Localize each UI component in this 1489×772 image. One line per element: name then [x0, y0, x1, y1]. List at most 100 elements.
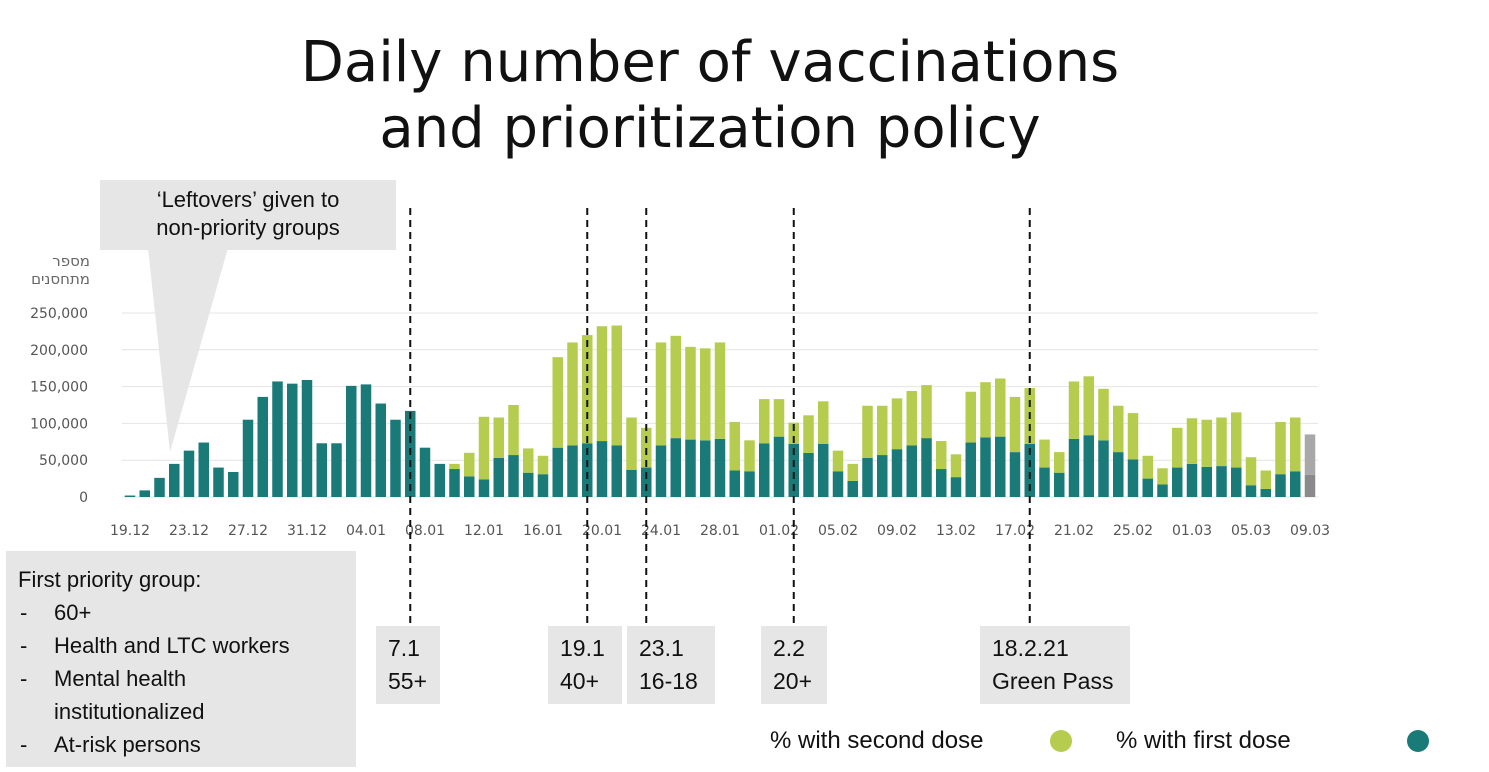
x-tick-label: 04.01 [346, 523, 386, 539]
bar-first-dose [788, 444, 799, 497]
bar-second-dose [891, 398, 903, 450]
bar-second-dose [995, 378, 1006, 437]
x-tick-label: 08.01 [405, 523, 445, 539]
callout-pointer [148, 248, 228, 452]
bar-first-dose [1024, 444, 1035, 497]
x-tick-label: 09.02 [877, 523, 917, 539]
bar-second-dose [626, 417, 637, 470]
bar-second-dose [818, 401, 829, 445]
bar-second-dose [1172, 427, 1183, 468]
bar-second-dose [464, 452, 475, 477]
bar-second-dose [1231, 412, 1242, 468]
bar-second-dose [537, 455, 549, 475]
bar-second-dose [950, 454, 962, 478]
bar-first-dose [1142, 478, 1153, 497]
bar-second-dose [714, 342, 726, 439]
bar-first-dose [936, 469, 947, 497]
priority-item-continuation: institutionalized [54, 699, 205, 724]
bar-second-dose [965, 391, 976, 443]
bar-second-dose [788, 422, 799, 445]
x-tick-label: 19.12 [110, 523, 150, 539]
bar-first-dose [1009, 452, 1021, 497]
bar-first-dose [1068, 438, 1080, 497]
x-tick-label: 23.12 [169, 523, 209, 539]
chart-title-line1: Daily number of vaccinations [300, 30, 1120, 95]
bar-first-dose [301, 379, 313, 497]
legend-second-dose-swatch [1050, 730, 1072, 752]
legend-first-dose-swatch [1407, 730, 1429, 752]
y-tick-label: 200,000 [30, 343, 88, 359]
bar-second-dose [1304, 434, 1316, 475]
bar-first-dose [1039, 467, 1050, 497]
bar-first-dose [360, 384, 372, 497]
priority-heading: First priority group: [18, 567, 202, 592]
bar-second-dose [493, 417, 504, 458]
bar-first-dose [523, 472, 534, 497]
y-tick-label: 50,000 [39, 453, 88, 469]
bar-first-dose [759, 443, 770, 497]
bar-first-dose [228, 471, 239, 497]
bar-first-dose [331, 443, 342, 497]
bar-first-dose [1245, 485, 1257, 497]
bar-second-dose [744, 440, 755, 472]
bar-first-dose [626, 469, 637, 497]
bar-first-dose [714, 438, 726, 497]
bar-first-dose [744, 471, 755, 497]
bar-first-dose [1113, 452, 1124, 497]
bar-second-dose [1290, 417, 1301, 472]
bar-second-dose [1083, 376, 1094, 436]
bar-first-dose [862, 457, 873, 497]
bar-first-dose [464, 476, 475, 497]
bar-first-dose [950, 477, 962, 497]
bar-first-dose [818, 444, 829, 497]
y-axis-label-line2: מתחסנים [31, 270, 90, 288]
bar-first-dose [316, 443, 327, 497]
policy-label: Green Pass [992, 668, 1114, 694]
bar-first-dose [375, 403, 386, 497]
x-tick-label: 09.03 [1290, 523, 1330, 539]
bar-second-dose [611, 325, 622, 446]
bar-second-dose [449, 463, 460, 470]
bar-first-dose [213, 467, 224, 497]
policy-box-7-1: 7.1 55+ [376, 626, 440, 704]
bar-first-dose [1290, 471, 1301, 497]
bar-first-dose [803, 452, 814, 497]
policy-label: 55+ [388, 668, 428, 694]
priority-item: Health and LTC workers [18, 629, 356, 662]
bar-first-dose [847, 480, 858, 497]
x-tick-label: 25.02 [1113, 523, 1153, 539]
bar-first-dose [154, 477, 165, 497]
x-tick-label: 13.02 [936, 523, 976, 539]
bar-second-dose [552, 357, 563, 448]
bar-second-dose [567, 342, 578, 446]
bar-first-dose [449, 469, 460, 497]
bar-second-dose [1098, 388, 1109, 441]
bar-first-dose [1304, 474, 1316, 497]
bar-first-dose [1083, 435, 1094, 497]
bar-first-dose [1260, 488, 1271, 497]
legend-second-dose-label: % with second dose [770, 727, 984, 754]
bar-first-dose [965, 442, 976, 497]
bar-first-dose [242, 419, 254, 497]
bar-first-dose [995, 436, 1006, 497]
bar-second-dose [1009, 396, 1021, 453]
bar-second-dose [1201, 419, 1212, 467]
bar-second-dose [1068, 381, 1080, 439]
bar-second-dose [670, 335, 681, 439]
bar-second-dose [655, 342, 667, 446]
bar-first-dose [287, 383, 298, 497]
bar-first-dose [567, 445, 578, 497]
bar-second-dose [832, 450, 844, 472]
bar-first-dose [832, 471, 844, 497]
bar-first-dose [700, 440, 711, 497]
policy-box-19-1: 19.1 40+ [548, 626, 622, 704]
bar-first-dose [478, 479, 490, 497]
bar-second-dose [685, 346, 696, 440]
y-tick-label: 0 [79, 490, 88, 506]
bar-first-dose [139, 490, 150, 497]
y-axis-label-line1: מספר [52, 252, 90, 270]
callout-line1: ‘Leftovers’ given to [156, 187, 340, 212]
bar-first-dose [641, 467, 652, 497]
bar-first-dose [596, 441, 608, 497]
